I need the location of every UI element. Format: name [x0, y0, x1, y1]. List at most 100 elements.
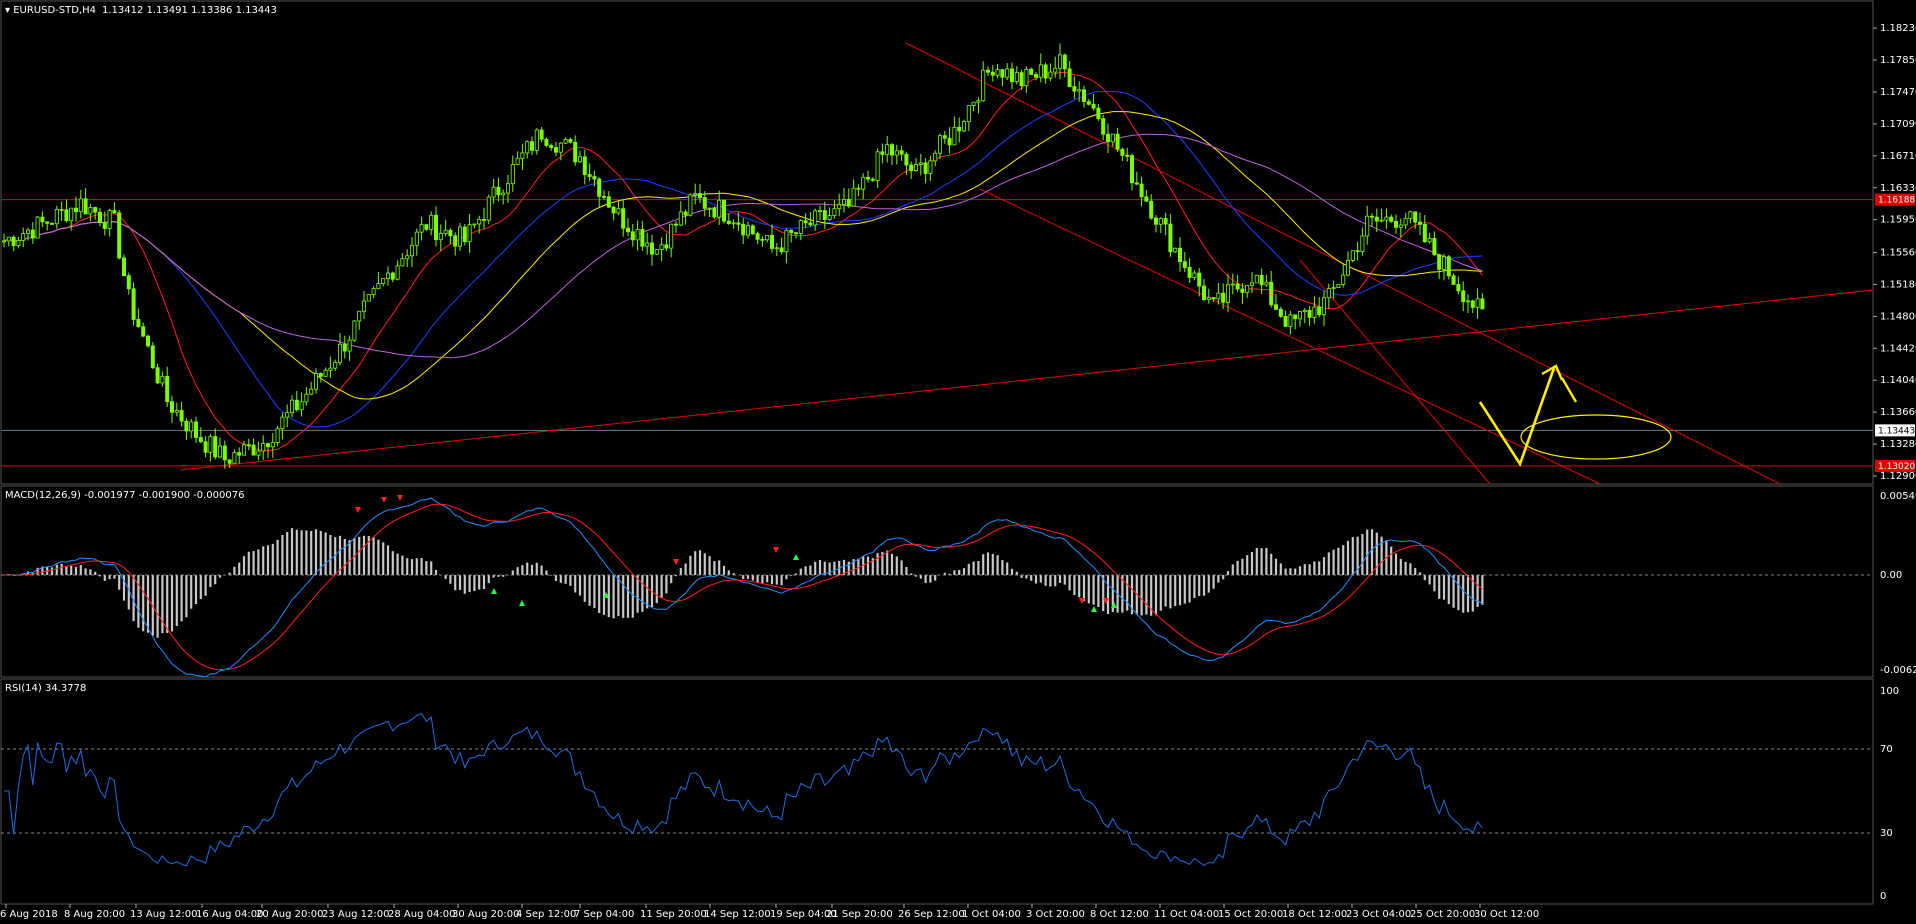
- candle-body: [136, 319, 141, 328]
- candle-body: [832, 208, 837, 216]
- candle-body: [361, 300, 366, 312]
- candle-body: [971, 101, 976, 106]
- forecast-arrow-tail: [1560, 377, 1578, 403]
- candle-body: [914, 164, 919, 171]
- candle-body: [280, 416, 285, 430]
- candle-body: [102, 222, 107, 229]
- price-panel[interactable]: 1.18230 1.17850 1.17470 1.17090 1.16710 1.163…: [0, 0, 1916, 485]
- candle-body: [731, 222, 736, 225]
- time-tick-label: 4 Sep 12:00: [516, 909, 576, 920]
- candle-body: [64, 209, 69, 222]
- candle-body: [678, 211, 683, 226]
- buy-arrow: [1091, 606, 1097, 612]
- candle-body: [11, 236, 16, 246]
- candle-body: [203, 441, 208, 453]
- candle-body: [611, 206, 616, 214]
- candle-body: [419, 224, 424, 233]
- candle-body: [698, 193, 703, 198]
- candle-body: [1451, 275, 1456, 285]
- candle-body: [150, 345, 155, 369]
- candle-body: [693, 193, 698, 196]
- candle-body: [688, 194, 693, 216]
- candle-body: [1446, 256, 1451, 277]
- macd-panel-frame: [0, 485, 1874, 678]
- candle-body: [1403, 217, 1408, 226]
- candle-body: [126, 275, 131, 290]
- candle-body: [1298, 311, 1303, 320]
- candle-body: [481, 218, 486, 221]
- candle-body: [1096, 107, 1101, 120]
- candle-body: [899, 150, 904, 155]
- candle-body: [947, 137, 952, 146]
- candle-body: [1187, 267, 1192, 278]
- price-tick-label: 1.14040: [1880, 375, 1916, 386]
- candle-body: [808, 222, 813, 226]
- candle-body: [333, 362, 338, 369]
- candle-body: [88, 207, 93, 215]
- candle-body: [179, 410, 184, 422]
- candle-body: [491, 186, 496, 198]
- candle-body: [69, 207, 74, 222]
- candle-body: [217, 445, 222, 458]
- candle-body: [366, 294, 371, 302]
- candle-body: [1254, 274, 1259, 284]
- macd-signal-arrows: [355, 495, 1117, 612]
- candle-body: [1168, 223, 1173, 253]
- candle-body: [1221, 292, 1226, 303]
- candle-body: [275, 428, 280, 443]
- rsi-tick-label: 30: [1880, 828, 1893, 839]
- rsi-series-line: [4, 712, 1483, 867]
- candle-body: [2, 240, 7, 243]
- candle-body: [1480, 298, 1485, 310]
- candle-body: [1197, 272, 1202, 287]
- candle-body: [1264, 281, 1269, 286]
- candle-body: [779, 247, 784, 253]
- candle-body: [1067, 68, 1072, 87]
- candle-body: [813, 210, 818, 226]
- candle-body: [155, 367, 160, 384]
- candle-body: [30, 229, 35, 239]
- candle-body: [938, 135, 943, 154]
- candle-body: [1346, 259, 1351, 276]
- candle-body: [1365, 215, 1370, 237]
- candle-body: [578, 156, 583, 163]
- ohlc-label: 1.13412 1.13491 1.13386 1.13443: [102, 5, 277, 16]
- macd-panel[interactable]: 0.005495 0.00 -0.006282 MACD(12,26,9) -0.0…: [0, 485, 1916, 678]
- candle-body: [654, 249, 659, 255]
- candle-body: [1408, 211, 1413, 219]
- candle-body: [1312, 306, 1317, 318]
- candle-body: [1283, 315, 1288, 327]
- candle-body: [755, 233, 760, 240]
- rsi-header: RSI(14) 34.3778: [5, 683, 86, 694]
- candle-body: [1470, 300, 1475, 308]
- candle-body: [1230, 283, 1235, 286]
- candle-body: [1072, 86, 1077, 92]
- candle-body: [1101, 118, 1106, 135]
- candle-body: [1360, 235, 1365, 253]
- candle-body: [184, 420, 189, 432]
- candle-body: [1418, 221, 1423, 225]
- candle-body: [918, 162, 923, 165]
- candle-body: [846, 199, 851, 207]
- candle-body: [1005, 68, 1010, 78]
- time-tick-label: 1 Oct 04:00: [962, 909, 1021, 920]
- price-tick-label: 1.13660: [1880, 407, 1916, 418]
- candle-body: [587, 174, 592, 177]
- candle-body: [93, 207, 98, 213]
- candle-body: [1461, 290, 1466, 303]
- candle-body: [208, 436, 213, 453]
- buy-arrow: [1111, 602, 1117, 608]
- price-tag-box: [1875, 193, 1915, 206]
- candle-body: [165, 375, 170, 403]
- candle-body: [1336, 284, 1341, 288]
- candle-body: [1235, 283, 1240, 290]
- time-tick-label: 21 Sep 20:00: [826, 909, 893, 920]
- time-tick-label: 7 Sep 04:00: [574, 909, 634, 920]
- price-tag-box: [1875, 459, 1915, 472]
- candle-body: [467, 224, 472, 243]
- rsi-panel[interactable]: 100 70 30 0 RSI(14) 34.3778: [0, 678, 1899, 905]
- candle-body: [616, 208, 621, 214]
- candle-body: [309, 388, 314, 395]
- candle-body: [1182, 261, 1187, 268]
